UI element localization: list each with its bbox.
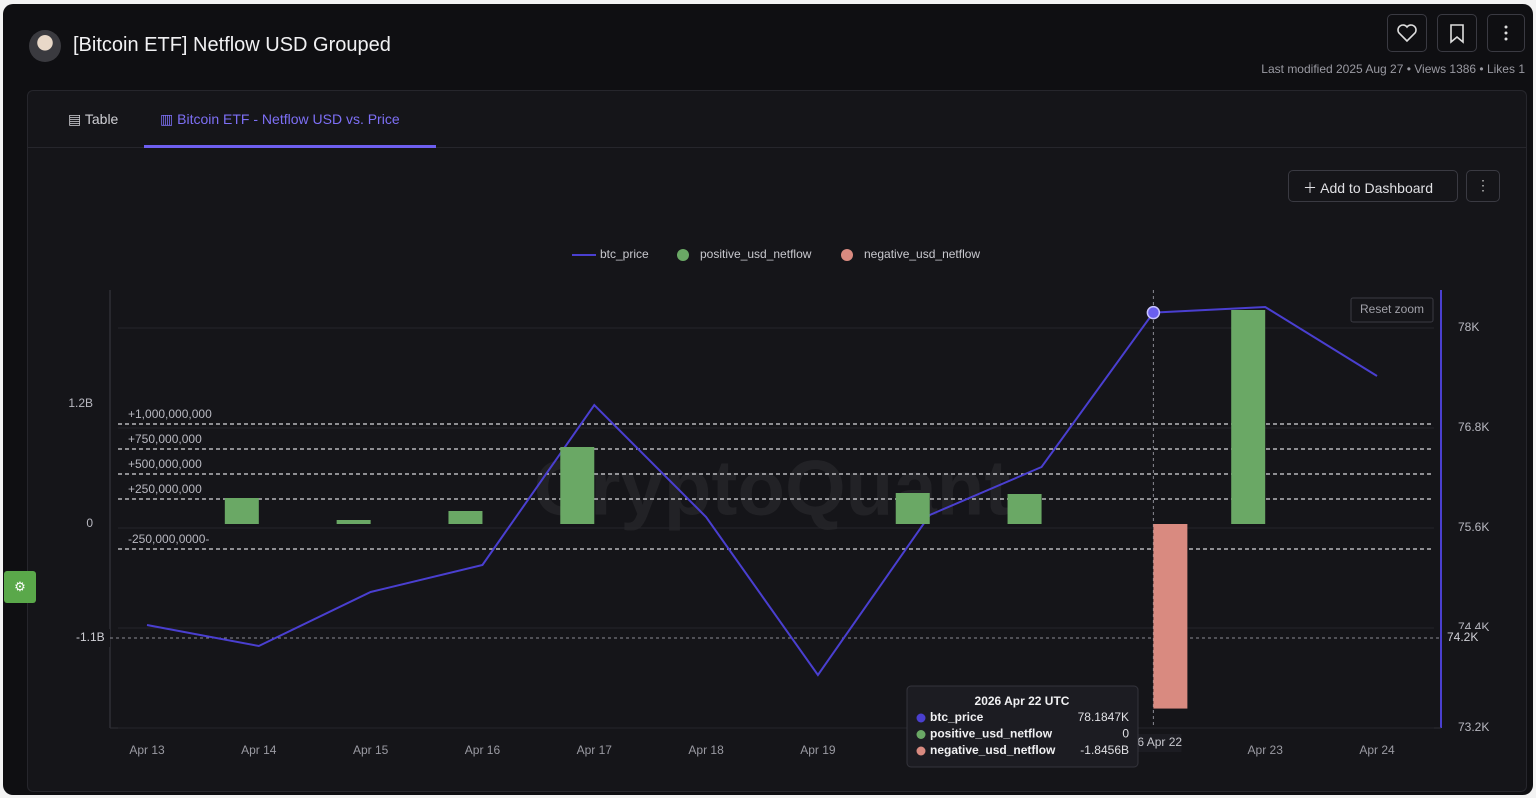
chart-tab[interactable]: ▥ Bitcoin ETF - Netflow USD vs. Price (160, 111, 400, 127)
bookmark-button[interactable] (1437, 14, 1477, 52)
active-tab-indicator (144, 145, 436, 148)
tab-label: Bitcoin ETF - Netflow USD vs. Price (177, 111, 400, 127)
tab-divider (28, 147, 1526, 148)
add-to-dashboard-button[interactable]: ＋ Add to Dashboard (1288, 170, 1458, 202)
side-settings-tab[interactable]: ⚙ (4, 571, 36, 603)
meta-info: Last modified 2025 Aug 27 • Views 1386 •… (1261, 62, 1525, 76)
avatar[interactable] (29, 30, 61, 62)
page-title: [Bitcoin ETF] Netflow USD Grouped (73, 34, 391, 56)
tab-label: Table (84, 111, 119, 127)
heart-icon (1397, 24, 1417, 43)
more-button[interactable] (1487, 14, 1525, 52)
like-button[interactable] (1387, 14, 1427, 52)
button-label: Add to Dashboard (1320, 180, 1433, 196)
bookmark-icon (1450, 24, 1464, 44)
chart-panel: ▤ Table ▥ Bitcoin ETF - Netflow USD vs. … (27, 90, 1527, 792)
panel-more-button[interactable]: ⋮ (1466, 170, 1500, 202)
table-tab[interactable]: ▤ Table (68, 111, 119, 127)
dots-icon (1504, 25, 1508, 41)
